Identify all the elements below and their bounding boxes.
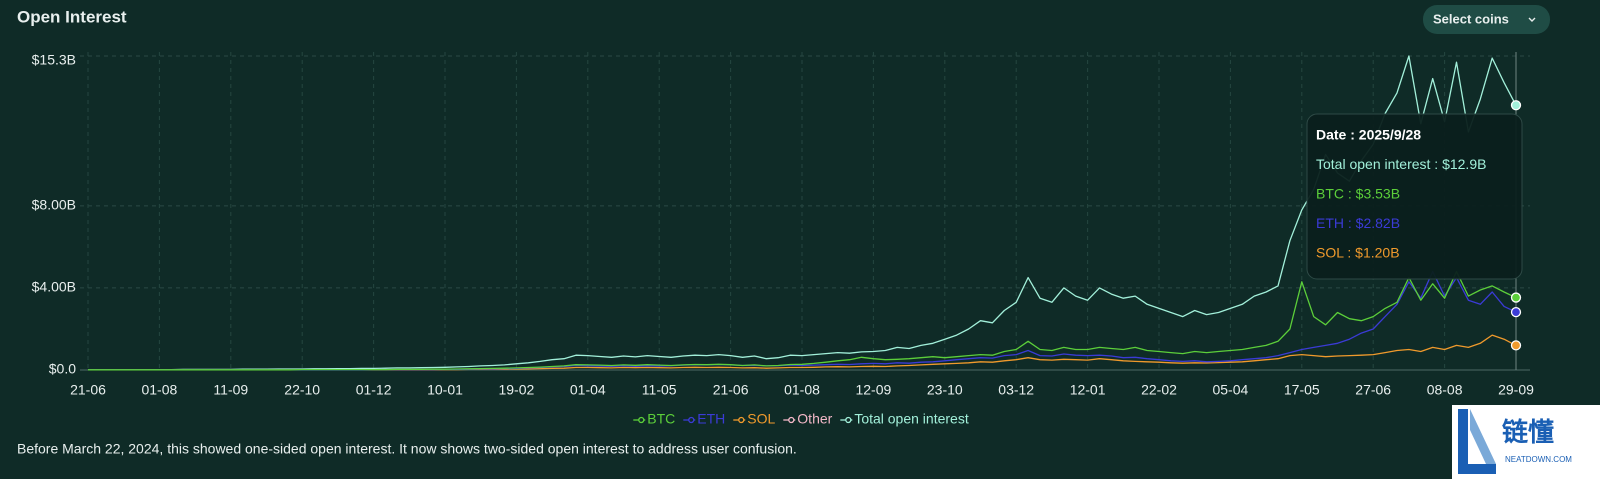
tooltip-line: Total open interest : $12.9B: [1316, 156, 1486, 172]
series-line: [88, 55, 1517, 371]
x-tick-label: 11-05: [642, 382, 677, 398]
watermark: 链懂 NEATDOWN.COM: [1452, 405, 1600, 479]
grid: [80, 52, 1530, 371]
x-tick-label: 21-06: [70, 382, 106, 398]
x-tick-label: 01-08: [784, 382, 820, 398]
button-bg[interactable]: [1423, 5, 1550, 34]
chart-title: Open Interest: [17, 7, 127, 26]
x-tick-label: 01-08: [141, 382, 177, 398]
legend-item[interactable]: Other: [783, 411, 833, 427]
y-tick-label: $8.00B: [32, 197, 76, 213]
hover-dot: [1510, 306, 1522, 318]
tooltip: Date : 2025/9/28 Total open interest : $1…: [1306, 113, 1523, 280]
tooltip-bg: [1306, 113, 1523, 280]
x-tick-label: 23-10: [927, 382, 963, 398]
y-tick-label: $0.0: [49, 361, 76, 377]
chevron[interactable]: [1528, 17, 1536, 22]
x-tick-label: 17-05: [1284, 382, 1320, 398]
x-tick-label: 21-06: [713, 382, 749, 398]
x-tick-label: 11-09: [213, 382, 248, 398]
legend-label: ETH: [697, 411, 725, 427]
y-tick-label: $15.3B: [32, 52, 76, 68]
tooltip-line: SOL : $1.20B: [1316, 245, 1400, 261]
watermark-logo: [1458, 409, 1496, 474]
y-tick-label: $4.00B: [32, 279, 76, 295]
legend-label: BTC: [647, 411, 675, 427]
x-tick-label: 19-02: [498, 382, 534, 398]
watermark-logo: [1470, 409, 1496, 464]
tooltip-line: Date : 2025/9/28: [1316, 127, 1421, 143]
select-coins-button[interactable]: Select coins: [1423, 5, 1550, 34]
x-tick-label: 12-09: [855, 382, 891, 398]
hover-dot: [1510, 340, 1522, 351]
x-tick-label: 05-04: [1212, 382, 1248, 398]
legend-label: Total open interest: [854, 411, 969, 427]
legend-item[interactable]: ETH: [683, 411, 725, 427]
x-tick-label: 29-09: [1498, 382, 1534, 398]
x-tick-label: 10-01: [427, 382, 463, 398]
hover-dot: [1510, 100, 1522, 111]
legend: BTC ETH SOL Other Total open interest: [633, 411, 969, 427]
button-label[interactable]: Select coins: [1433, 11, 1509, 26]
legend-swatch: [638, 416, 645, 424]
x-tick-label: 12-01: [1070, 382, 1106, 398]
x-tick-label: 08-08: [1427, 382, 1463, 398]
legend-item[interactable]: BTC: [633, 411, 675, 427]
legend-swatch: [738, 416, 745, 424]
legend-item[interactable]: SOL: [733, 411, 776, 427]
x-tick-label: 27-06: [1355, 382, 1391, 398]
series-line: [88, 270, 1517, 371]
x-tick-label: 01-12: [356, 382, 392, 398]
hover-dot: [1510, 292, 1522, 303]
watermark-site: NEATDOWN.COM: [1505, 455, 1572, 464]
legend-label: Other: [797, 411, 832, 427]
legend-label: SOL: [747, 411, 775, 427]
x-tick-label: 22-02: [1141, 382, 1177, 398]
x-tick-label: 01-04: [570, 382, 606, 398]
legend-swatch: [788, 416, 795, 424]
x-tick-label: 03-12: [998, 382, 1034, 398]
legend-item[interactable]: Total open interest: [840, 411, 969, 427]
footnote: Before March 22, 2024, this showed one-s…: [17, 441, 797, 457]
tooltip-line: BTC : $3.53B: [1316, 186, 1400, 202]
legend-swatch: [688, 416, 695, 424]
legend-swatch: [845, 416, 852, 424]
x-tick-label: 22-10: [284, 382, 320, 398]
tooltip-line: ETH : $2.82B: [1316, 215, 1400, 231]
watermark-name: 链懂: [1502, 417, 1554, 447]
